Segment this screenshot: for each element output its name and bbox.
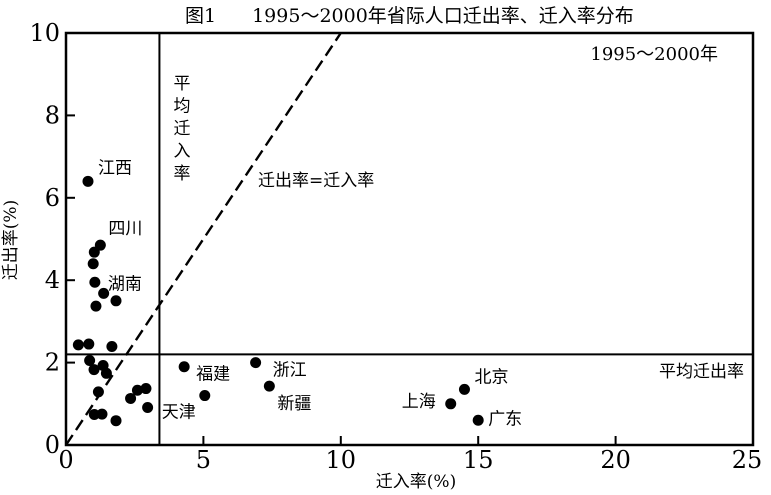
- data-point-上海: [445, 398, 457, 410]
- data-point-浙江: [250, 357, 262, 369]
- data-point: [88, 364, 100, 376]
- data-point: [96, 408, 108, 420]
- data-point-新疆: [263, 380, 275, 392]
- x-tick-label: 25: [732, 446, 763, 474]
- data-point-四川: [94, 239, 106, 251]
- y-axis-label: 迁出率(%): [1, 200, 21, 280]
- figure-label: 图1: [185, 5, 216, 27]
- province-label: 新疆: [277, 394, 311, 414]
- x-tick-label: 10: [326, 446, 357, 474]
- data-point: [140, 383, 152, 395]
- data-point-湖南: [89, 276, 101, 288]
- province-label: 上海: [402, 392, 436, 412]
- data-point: [125, 392, 137, 404]
- data-point: [106, 341, 118, 353]
- data-point: [92, 386, 104, 398]
- data-point-广东: [472, 414, 484, 426]
- province-label: 广东: [488, 409, 522, 429]
- data-point-天津: [199, 390, 211, 402]
- data-point: [98, 287, 110, 299]
- data-point: [83, 338, 95, 350]
- province-label: 北京: [474, 367, 508, 387]
- data-point: [110, 415, 122, 427]
- data-point: [87, 258, 99, 270]
- data-point: [72, 339, 84, 351]
- data-point: [142, 402, 154, 414]
- province-label: 湖南: [108, 274, 142, 294]
- y-tick-label: 2: [45, 349, 60, 377]
- figure-title-text: 1995～2000年省际人口迁出率、迁入率分布: [252, 5, 634, 27]
- province-label: 江西: [98, 158, 132, 178]
- x-tick-label: 0: [58, 446, 73, 474]
- data-point-北京: [458, 383, 470, 395]
- identity-line-label: 迁出率=迁入率: [258, 171, 374, 191]
- figure-title: 图1 1995～2000年省际人口迁出率、迁入率分布: [185, 5, 634, 27]
- y-tick-label: 6: [45, 184, 60, 212]
- x-tick-label: 15: [463, 446, 494, 474]
- data-point: [90, 300, 102, 312]
- province-label: 天津: [162, 403, 196, 423]
- y-tick-label: 0: [45, 431, 60, 459]
- data-point: [110, 295, 122, 307]
- y-tick-label: 4: [45, 266, 60, 294]
- data-point-福建: [178, 361, 190, 373]
- data-point: [84, 355, 96, 367]
- province-label: 浙江: [273, 361, 307, 381]
- province-label: 福建: [196, 365, 230, 385]
- x-tick-label: 20: [600, 446, 631, 474]
- mean-outflow-label: 平均迁出率: [659, 362, 744, 382]
- mean-inflow-label: 平均迁入率: [174, 74, 191, 184]
- identity-line: [65, 32, 342, 446]
- y-tick-label: 8: [45, 101, 60, 129]
- data-point: [100, 367, 112, 379]
- y-tick-label: 10: [29, 19, 60, 47]
- province-label: 四川: [108, 219, 142, 239]
- data-point: [131, 384, 143, 396]
- x-axis-label: 迁入率(%): [376, 472, 456, 492]
- corner-note: 1995～2000年: [590, 44, 718, 65]
- data-point-江西: [82, 175, 94, 187]
- x-tick-label: 5: [196, 446, 211, 474]
- plot-border: [64, 31, 755, 447]
